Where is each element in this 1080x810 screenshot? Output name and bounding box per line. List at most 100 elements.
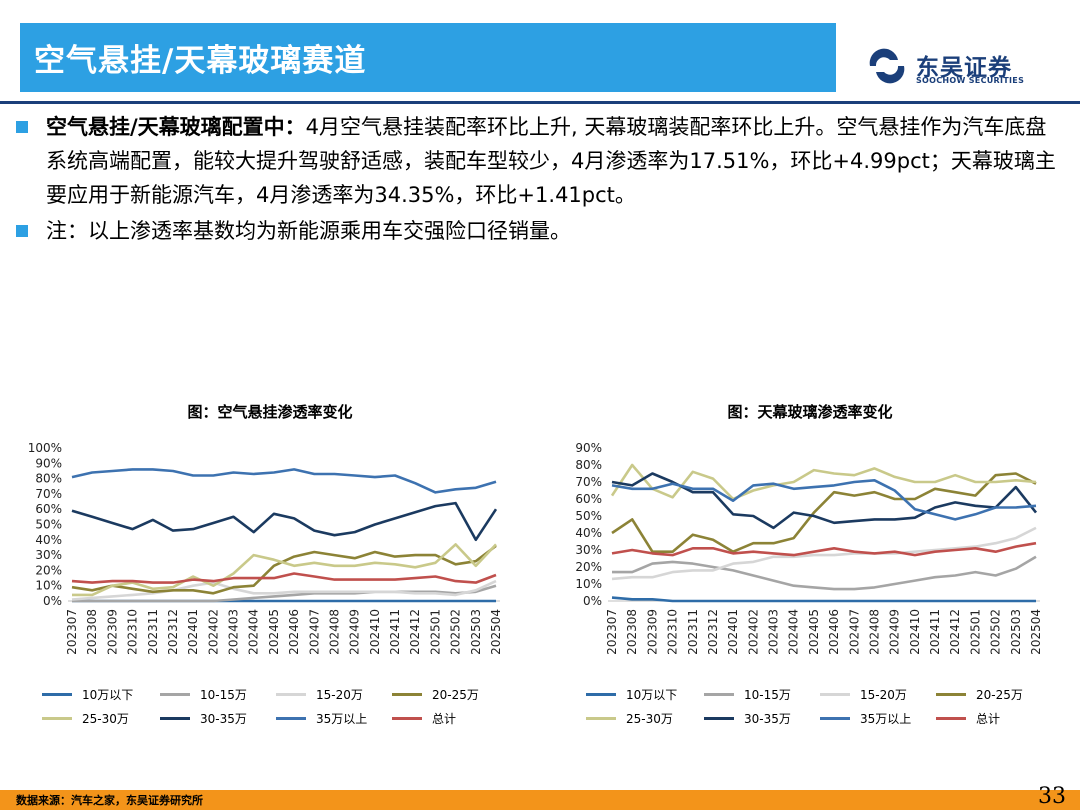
footer-bar: 数据来源：汽车之家，东吴证券研究所 33 — [0, 784, 1080, 810]
legend-label: 10万以下 — [626, 688, 678, 702]
y-tick-label: 20% — [35, 563, 62, 577]
x-tick-label: 202311 — [146, 609, 160, 655]
y-tick-label: 20% — [575, 560, 602, 574]
legend-label: 35万以上 — [316, 712, 368, 726]
legend-label: 总计 — [432, 712, 457, 726]
chart-sunroof: 0% 10% 20% 30% 40% 50% 60% 70% 80% 90% 202307 20230… — [575, 441, 1043, 655]
title-bar: 空气悬挂/天幕玻璃赛道 — [20, 23, 836, 92]
bullet-text: 注：以上渗透率基数均为新能源乘用车交强险口径销量。 — [46, 219, 571, 243]
y-tick-label: 10% — [35, 579, 62, 593]
x-tick-label: 202408 — [867, 609, 881, 655]
x-tick-label: 202411 — [388, 609, 402, 655]
series-line — [611, 472, 1037, 553]
chart-title-sunroof: 图：天幕玻璃渗透率变化 — [727, 403, 893, 421]
legend-label: 30-35万 — [744, 712, 791, 726]
footer-source: 数据来源：汽车之家，东吴证券研究所 — [16, 794, 203, 807]
bullet-square-icon — [16, 121, 28, 133]
series-line — [71, 468, 497, 494]
x-tick-label: 202404 — [787, 609, 801, 655]
page-title: 空气悬挂/天幕玻璃赛道 — [34, 43, 367, 79]
legend-swatch — [160, 693, 190, 696]
chart-air-suspension: 0%10% 20%30%40%50% 60%70%80% 90%100% 202307 2… — [28, 441, 503, 655]
x-tick-label: 202402 — [746, 609, 760, 655]
x-tick-label: 202402 — [206, 609, 220, 655]
legend-label: 10-15万 — [200, 688, 247, 702]
series-line — [611, 478, 1037, 521]
y-tick-label: 70% — [35, 487, 62, 501]
x-tick-label: 202311 — [686, 609, 700, 655]
legend-swatch — [704, 717, 734, 720]
legend-label: 30-35万 — [200, 712, 247, 726]
x-tick-label: 202407 — [307, 609, 321, 655]
y-tick-label: 100% — [28, 441, 62, 455]
y-tick-label: 40% — [575, 526, 602, 540]
legend-swatch — [42, 693, 72, 696]
legend-label: 20-25万 — [432, 688, 479, 702]
x-tick-label: 202310 — [126, 609, 140, 655]
y-tick-label: 30% — [575, 543, 602, 557]
bullet-lead: 空气悬挂/天幕玻璃配置中： — [46, 115, 306, 139]
logo-text-cn: 东吴证券 — [916, 55, 1012, 81]
legend-swatch — [392, 693, 422, 696]
bullet-list: 空气悬挂/天幕玻璃配置中：4月空气悬挂装配率环比上升, 天幕玻璃装配率环比上升。… — [16, 110, 1066, 250]
x-tick-label: 202401 — [726, 609, 740, 655]
x-tick-label: 202504 — [1029, 609, 1043, 655]
soochow-logo-icon — [869, 48, 905, 84]
legend-label: 总计 — [976, 712, 1001, 726]
x-tick-label: 202411 — [928, 609, 942, 655]
series-line — [71, 501, 498, 542]
legend-label: 20-25万 — [976, 688, 1023, 702]
x-tick-label: 202412 — [408, 609, 422, 655]
x-tick-label: 202401 — [186, 609, 200, 655]
x-tick-label: 202503 — [469, 609, 483, 655]
legend-swatch — [936, 717, 966, 720]
x-tick-label: 202308 — [625, 609, 639, 655]
series-line — [611, 541, 1037, 557]
series-line — [612, 555, 1037, 591]
legend-swatch — [42, 717, 72, 720]
x-tick-label: 202404 — [247, 609, 261, 655]
legend-swatch — [276, 693, 306, 696]
legend-sunroof: 10万以下 10-15万 15-20万 20-25万 25-30万 30-35万 35万以上… — [586, 686, 1066, 730]
series-line — [72, 543, 497, 597]
legend-swatch — [586, 693, 616, 696]
x-tick-label: 202403 — [227, 609, 241, 655]
x-tick-label: 202307 — [605, 609, 619, 655]
x-tick-label: 202502 — [989, 609, 1003, 655]
x-tick-label: 202309 — [645, 609, 659, 655]
bullet-text: 4月空气悬挂装配率环比上升, 天幕玻璃装配率环比上升。空气悬挂作为汽车底盘系统高… — [46, 115, 1056, 207]
logo-text-en: SOOCHOW SECURITIES — [916, 76, 1025, 85]
y-tick-label: 30% — [35, 548, 62, 562]
legend-label: 25-30万 — [626, 712, 673, 726]
legend-label: 15-20万 — [316, 688, 363, 702]
series-line — [71, 579, 497, 601]
x-tick-label: 202310 — [666, 609, 680, 655]
legend-swatch — [586, 717, 616, 720]
x-tick-label: 202410 — [368, 609, 382, 655]
y-tick-label: 0% — [43, 594, 62, 608]
legend-swatch — [820, 717, 850, 720]
header-divider — [0, 101, 1080, 104]
legend-swatch — [276, 717, 306, 720]
bullet-item: 空气悬挂/天幕玻璃配置中：4月空气悬挂装配率环比上升, 天幕玻璃装配率环比上升。… — [16, 110, 1066, 212]
series-line — [611, 526, 1037, 581]
legend-label: 10-15万 — [744, 688, 791, 702]
x-tick-label: 202408 — [327, 609, 341, 655]
soochow-logo: 东吴证券 SOOCHOW SECURITIES — [864, 46, 1034, 88]
x-tick-label: 202312 — [166, 609, 180, 655]
x-tick-label: 202308 — [85, 609, 99, 655]
y-tick-label: 80% — [575, 458, 602, 472]
x-tick-label: 202409 — [888, 609, 902, 655]
y-tick-label: 40% — [35, 533, 62, 547]
x-tick-label: 202406 — [827, 609, 841, 655]
x-tick-label: 202504 — [489, 609, 503, 655]
x-tick-label: 202312 — [706, 609, 720, 655]
x-tick-label: 202307 — [65, 609, 79, 655]
x-tick-label: 202409 — [348, 609, 362, 655]
bullet-square-icon — [16, 225, 28, 237]
x-tick-label: 202410 — [908, 609, 922, 655]
y-tick-label: 70% — [575, 475, 602, 489]
y-tick-label: 0% — [583, 594, 602, 608]
series-line — [610, 463, 1037, 501]
legend-swatch — [392, 717, 422, 720]
